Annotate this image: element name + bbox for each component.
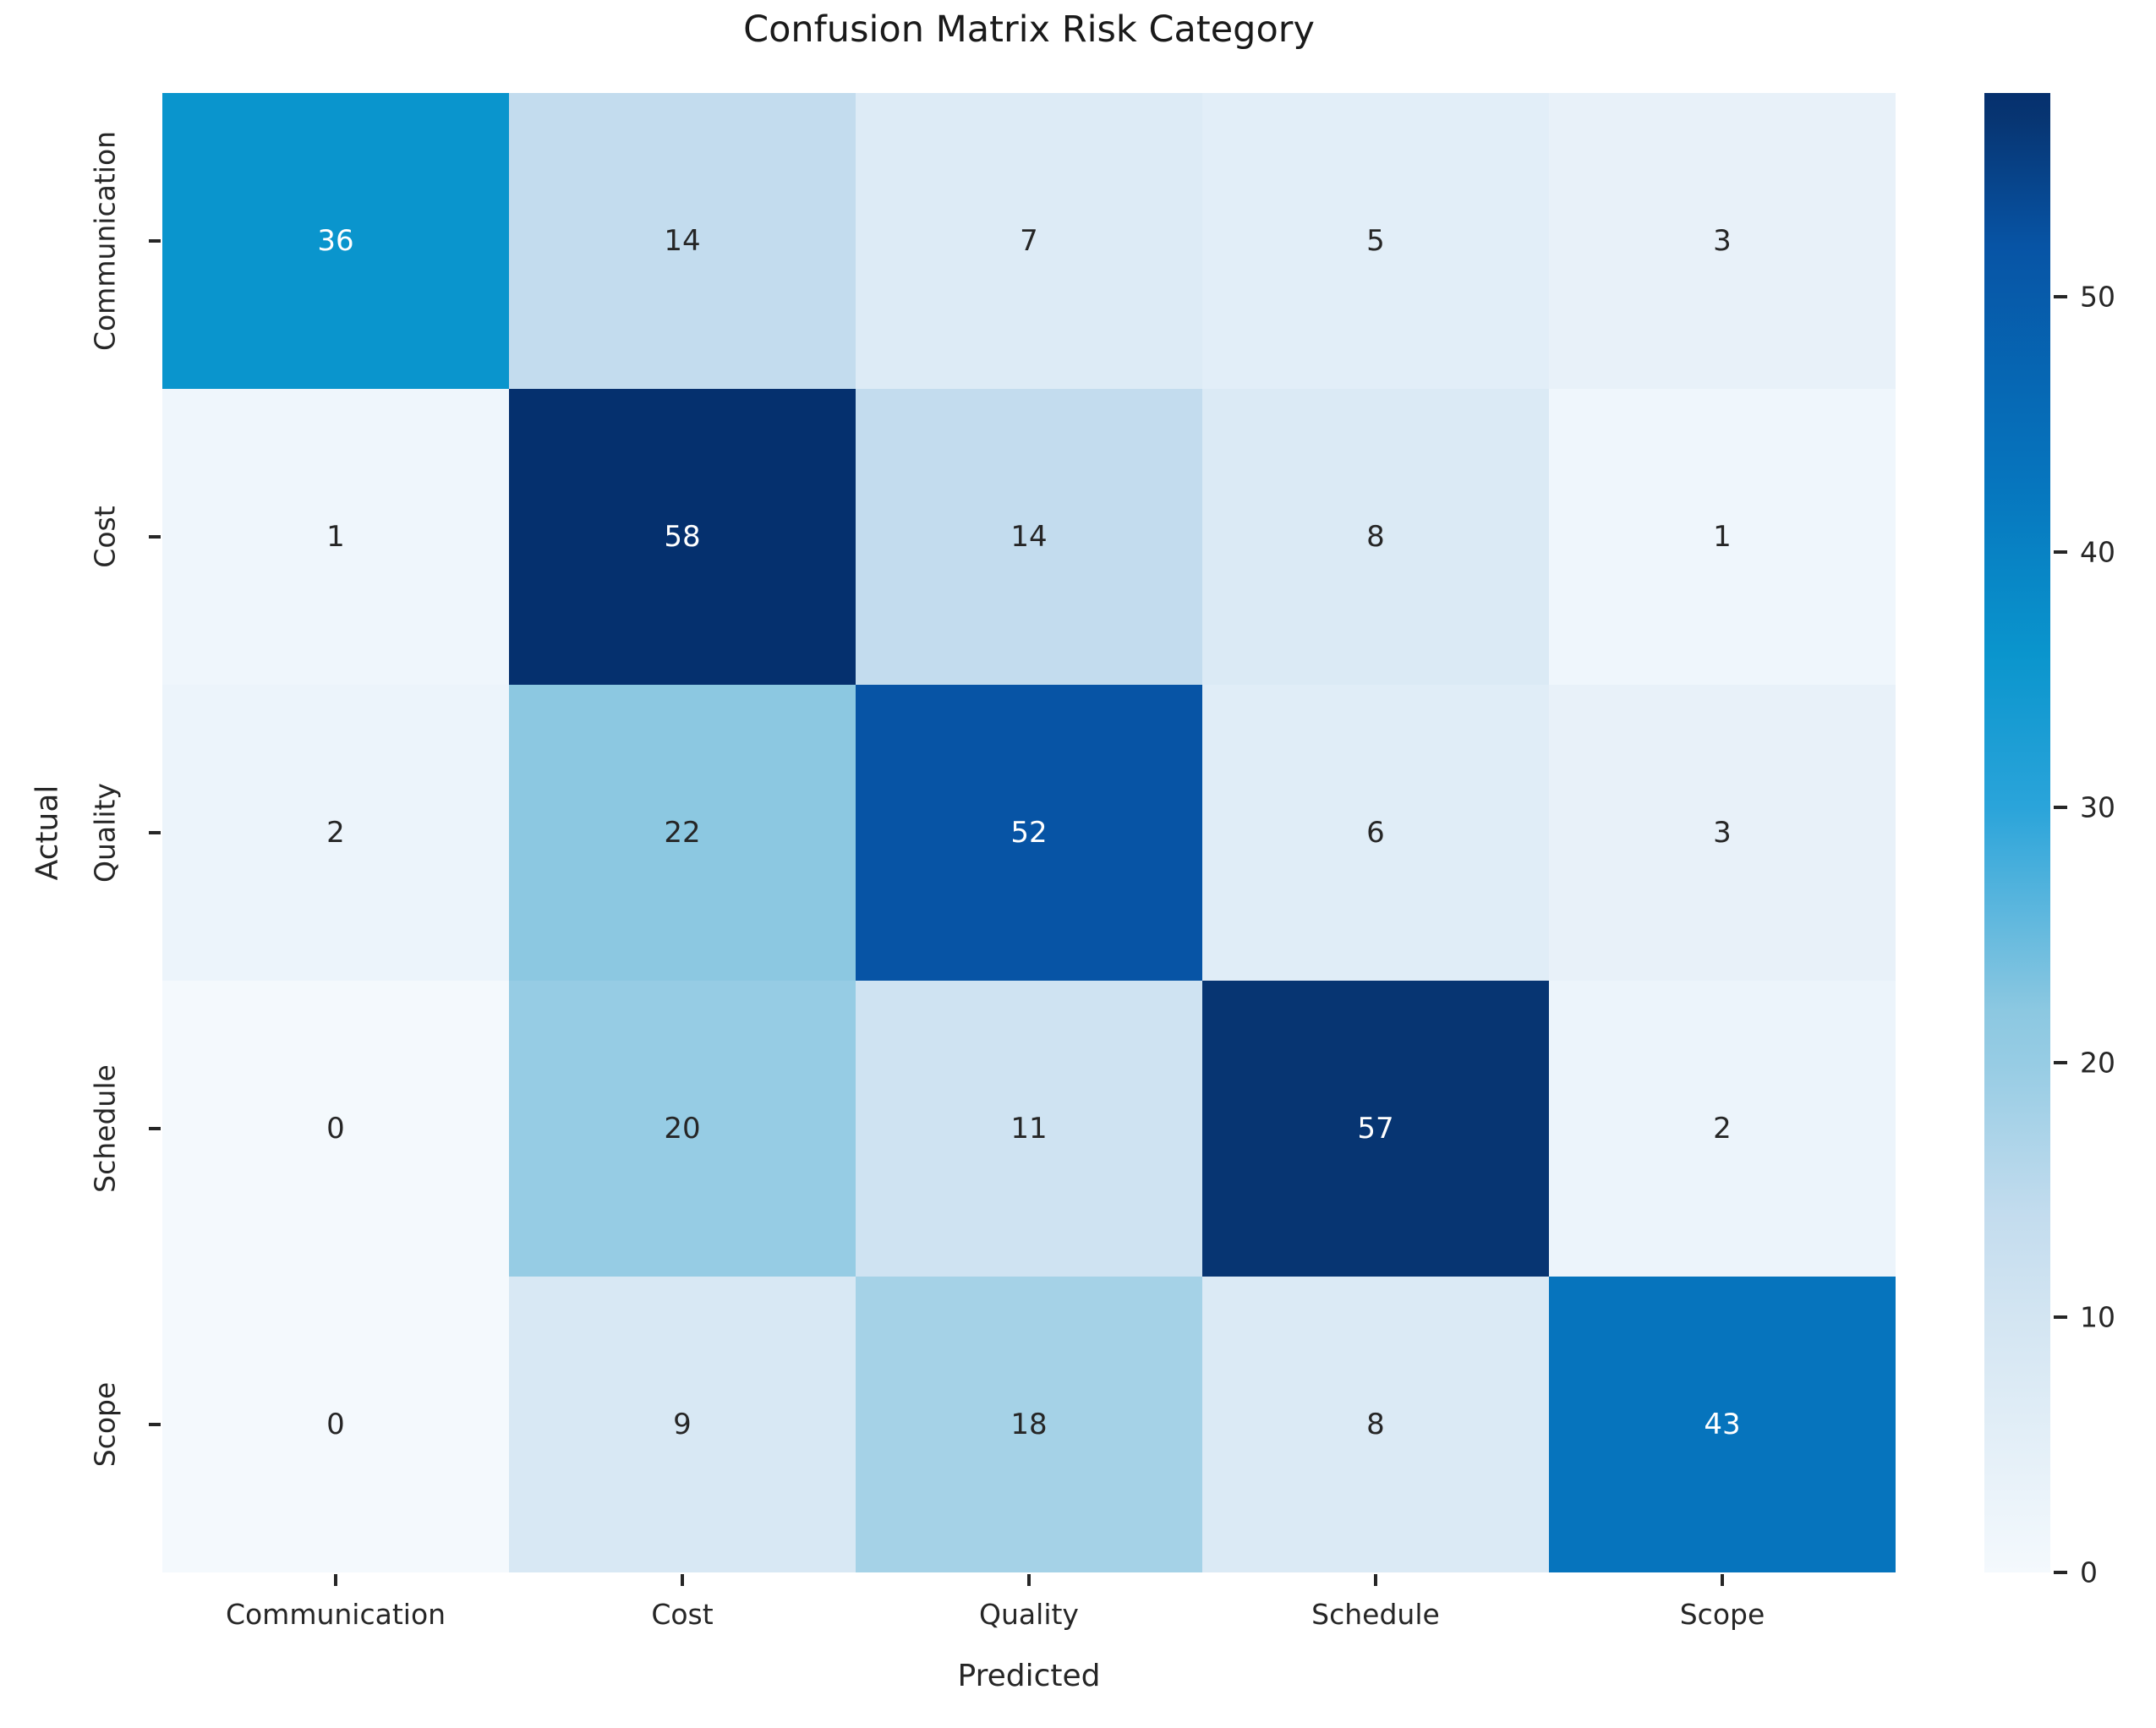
cell-value: 58 (664, 520, 701, 554)
heatmap-cell-quality-communication: 2 (162, 685, 509, 981)
ytick-label-quality: Quality (88, 783, 122, 883)
cell-value: 52 (1010, 816, 1048, 850)
heatmap-cell-schedule-schedule: 57 (1202, 981, 1549, 1277)
ytick-label-communication: Communication (88, 130, 122, 352)
cell-value: 3 (1713, 816, 1732, 850)
colorbar-tick-label-0: 0 (2080, 1556, 2098, 1589)
cell-value: 57 (1357, 1112, 1394, 1146)
heatmap-cell-schedule-quality: 11 (856, 981, 1202, 1277)
cell-value: 36 (317, 224, 354, 258)
cell-value: 20 (664, 1112, 701, 1146)
cell-value: 22 (664, 816, 701, 850)
x-axis-label: Predicted (957, 1659, 1101, 1693)
ytick-label-cost: Cost (88, 506, 122, 568)
cell-value: 8 (1366, 1408, 1385, 1441)
colorbar-tick-label-10: 10 (2080, 1300, 2115, 1334)
colorbar-tick-label-30: 30 (2080, 790, 2115, 824)
xtick-label-quality: Quality (979, 1598, 1079, 1631)
y-axis-label: Actual (30, 785, 65, 881)
heatmap-cell-quality-schedule: 6 (1202, 685, 1549, 981)
cell-value: 2 (1713, 1112, 1732, 1146)
heatmap-cell-cost-quality: 14 (856, 389, 1202, 685)
heatmap-cell-schedule-communication: 0 (162, 981, 509, 1277)
cell-value: 3 (1713, 224, 1732, 258)
heatmap-cell-cost-scope: 1 (1549, 389, 1896, 685)
heatmap-cell-quality-scope: 3 (1549, 685, 1896, 981)
y-tick-mark (149, 535, 161, 539)
y-tick-mark (149, 239, 161, 243)
cell-value: 18 (1010, 1408, 1048, 1441)
cell-value: 8 (1366, 520, 1385, 554)
colorbar-tick-label-40: 40 (2080, 535, 2115, 569)
xtick-label-communication: Communication (225, 1598, 446, 1631)
colorbar-tick-label-50: 50 (2080, 280, 2115, 314)
x-tick-mark (1027, 1574, 1031, 1586)
cell-value: 0 (326, 1112, 345, 1146)
colorbar-tick-label-20: 20 (2080, 1046, 2115, 1080)
cell-value: 7 (1020, 224, 1038, 258)
heatmap-cell-cost-schedule: 8 (1202, 389, 1549, 685)
xtick-label-cost: Cost (651, 1598, 714, 1631)
cell-value: 11 (1010, 1112, 1048, 1146)
cell-value: 6 (1366, 816, 1385, 850)
cell-value: 1 (1713, 520, 1732, 554)
heatmap-cell-scope-communication: 0 (162, 1277, 509, 1572)
heatmap-cell-scope-scope: 43 (1549, 1277, 1896, 1572)
x-tick-mark (334, 1574, 337, 1586)
heatmap-cell-cost-communication: 1 (162, 389, 509, 685)
x-tick-mark (1374, 1574, 1377, 1586)
ytick-label-schedule: Schedule (88, 1064, 122, 1193)
y-tick-mark (149, 1127, 161, 1130)
heatmap-cell-communication-scope: 3 (1549, 93, 1896, 389)
y-tick-mark (149, 831, 161, 834)
heatmap-cell-communication-quality: 7 (856, 93, 1202, 389)
ytick-label-scope: Scope (88, 1381, 122, 1468)
heatmap-cell-schedule-scope: 2 (1549, 981, 1896, 1277)
xtick-label-schedule: Schedule (1311, 1598, 1440, 1631)
colorbar-gradient (1984, 93, 2050, 1572)
heatmap-cell-schedule-cost: 20 (509, 981, 856, 1277)
heatmap-cell-quality-quality: 52 (856, 685, 1202, 981)
heatmap-cell-communication-communication: 36 (162, 93, 509, 389)
xtick-label-scope: Scope (1679, 1598, 1765, 1631)
heatmap-grid: 36 14 7 5 3 1 58 14 8 1 2 22 52 6 3 0 20 11 57 2 0 9 18 8 43 (162, 93, 1896, 1572)
colorbar-tick-mark (2054, 1060, 2067, 1064)
cell-value: 43 (1704, 1408, 1741, 1441)
colorbar-tick-mark (2054, 1315, 2067, 1320)
cell-value: 14 (1010, 520, 1048, 554)
cell-value: 5 (1366, 224, 1385, 258)
cell-value: 14 (664, 224, 701, 258)
x-tick-mark (1721, 1574, 1724, 1586)
colorbar-tick-mark (2054, 1571, 2067, 1574)
heatmap-cell-scope-cost: 9 (509, 1277, 856, 1572)
colorbar-tick-mark (2054, 295, 2067, 299)
cell-value: 2 (326, 816, 345, 850)
heatmap-cell-scope-schedule: 8 (1202, 1277, 1549, 1572)
heatmap-cell-cost-cost: 58 (509, 389, 856, 685)
heatmap-cell-scope-quality: 18 (856, 1277, 1202, 1572)
x-tick-mark (681, 1574, 684, 1586)
heatmap-cell-communication-cost: 14 (509, 93, 856, 389)
chart-title: Confusion Matrix Risk Category (743, 8, 1315, 51)
y-tick-mark (149, 1423, 161, 1426)
cell-value: 1 (326, 520, 345, 554)
cell-value: 9 (673, 1408, 692, 1441)
colorbar-tick-mark (2054, 550, 2067, 555)
heatmap-cell-quality-cost: 22 (509, 685, 856, 981)
cell-value: 0 (326, 1408, 345, 1441)
heatmap-cell-communication-schedule: 5 (1202, 93, 1549, 389)
colorbar-tick-mark (2054, 805, 2067, 809)
